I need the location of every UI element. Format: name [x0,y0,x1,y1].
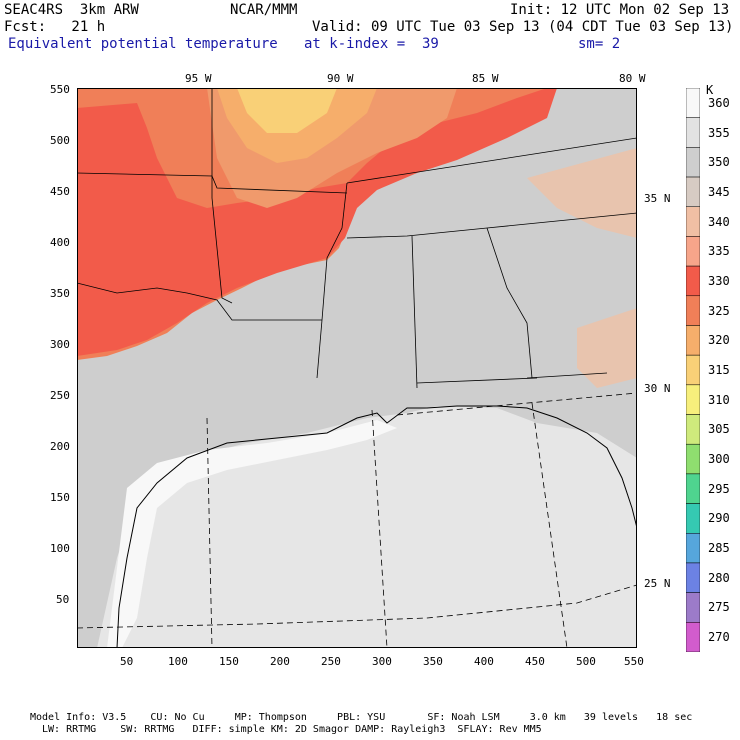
y-tick: 50 [56,593,70,606]
x-tick: 50 [120,655,134,668]
forecast-hour: Fcst: 21 h [4,19,106,35]
colorbar-level-label: 315 [708,363,730,377]
y-tick: 450 [50,185,70,198]
x-tick: 200 [270,655,290,668]
x-tick: 550 [624,655,644,668]
colorbar-level-label: 325 [708,303,730,318]
lat-label: 25 N [644,577,671,590]
state-borders [77,88,637,389]
lat-label: 35 N [644,192,671,205]
colorbar-swatch [686,473,700,504]
colorbar-swatch [686,147,700,178]
footer-physics-info: LW: RRTMG SW: RRTMG DIFF: simple KM: 2D … [42,724,542,735]
colorbar-swatch [686,117,700,148]
coastline [116,405,637,648]
org-label: NCAR/MMM [230,2,298,18]
colorbar-swatch [686,354,700,386]
colorbar-level-label: 270 [708,630,730,645]
colorbar-swatch [686,295,700,326]
valid-time: Valid: 09 UTC Tue 03 Sep 13 (04 CDT Tue … [312,19,734,35]
colorbar-unit: K [706,83,714,97]
theta-e-315-region [237,88,337,133]
map-plot [77,88,637,648]
theta-e-360-region [107,420,397,648]
lon-label: 95 W [185,72,212,85]
colorbar-swatch [686,88,700,118]
lon-label: 90 W [327,72,354,85]
x-tick: 400 [474,655,494,668]
y-tick: 250 [50,389,70,402]
colorbar-level-label: 320 [708,333,730,348]
colorbar-swatch [686,533,700,564]
colorbar-level-label: 275 [708,600,730,615]
x-tick: 450 [525,655,545,668]
model-title: SEAC4RS 3km ARW [4,2,139,18]
colorbar-swatch [686,592,700,623]
x-tick: 100 [168,655,188,668]
init-time: Init: 12 UTC Mon 02 Sep 13 [510,2,730,18]
x-tick: 250 [321,655,341,668]
colorbar-swatch [686,414,700,445]
colorbar-level-label: 300 [708,452,730,467]
y-tick: 200 [50,440,70,453]
colorbar-swatch [686,622,700,652]
colorbar-level-label: 350 [708,155,730,170]
colorbar [686,88,700,652]
colorbar-level-label: 360 [708,95,730,110]
y-tick: 400 [50,236,70,249]
colorbar-swatch [686,206,700,237]
field-name: Equivalent potential temperature [8,36,278,52]
smoothing-label: sm= 2 [578,36,621,52]
colorbar-swatch [686,503,700,534]
theta-e-335-region [77,88,557,356]
colorbar-swatch [686,443,700,475]
colorbar-level-label: 285 [708,541,730,556]
colorbar-level-label: 355 [708,125,730,140]
y-tick: 100 [50,542,70,555]
graticule [77,392,637,648]
colorbar-level-label: 330 [708,273,730,288]
y-tick: 350 [50,287,70,300]
y-tick: 150 [50,491,70,504]
y-tick: 500 [50,134,70,147]
colorbar-swatch [686,384,700,415]
colorbar-level-label: 280 [708,570,730,585]
y-tick: 300 [50,338,70,351]
theta-e-340-region [577,308,637,388]
colorbar-level-label: 290 [708,511,730,526]
colorbar-level-label: 335 [708,244,730,259]
colorbar-swatch [686,325,700,356]
colorbar-swatch [686,176,700,207]
colorbar-level-label: 345 [708,184,730,199]
colorbar-level-label: 305 [708,422,730,437]
colorbar-swatch [686,265,700,297]
colorbar-level-label: 340 [708,214,730,229]
colorbar-swatch [686,236,700,267]
x-tick: 500 [576,655,596,668]
colorbar-level-label: 310 [708,392,730,407]
x-tick: 150 [219,655,239,668]
colorbar-level-label: 295 [708,481,730,496]
y-tick: 550 [50,83,70,96]
lon-label: 85 W [472,72,499,85]
lat-label: 30 N [644,382,671,395]
footer-model-info: Model Info: V3.5 CU: No Cu MP: Thompson … [30,712,693,723]
lon-label: 80 W [619,72,646,85]
level-label: at k-index = 39 [304,36,439,52]
colorbar-swatch [686,562,700,593]
x-tick: 350 [423,655,443,668]
x-tick: 300 [372,655,392,668]
